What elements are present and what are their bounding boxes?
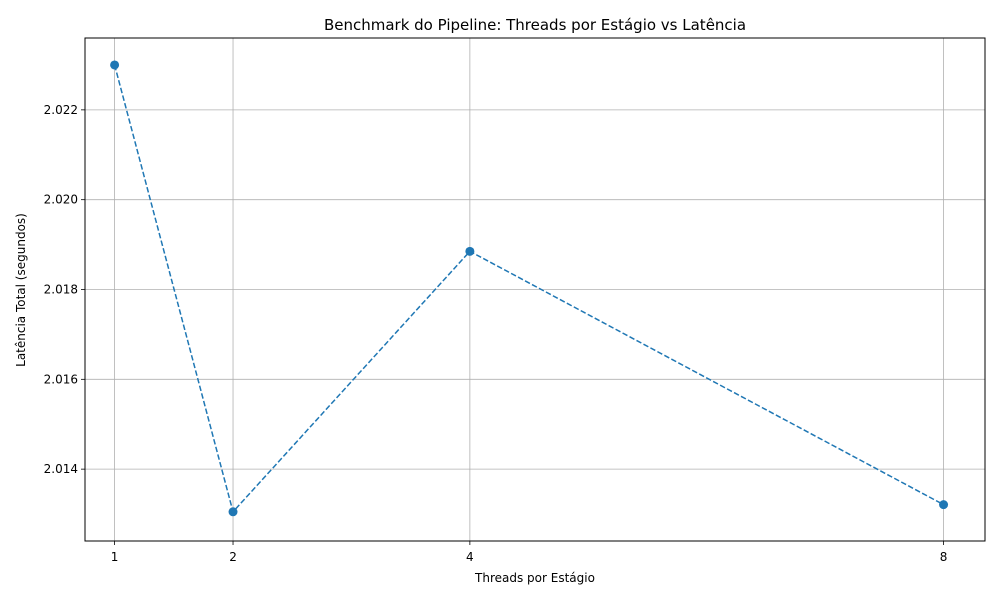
y-tick-label: 2.014	[44, 462, 78, 476]
data-point	[110, 60, 120, 70]
data-point	[465, 246, 475, 256]
y-tick-label: 2.020	[44, 193, 78, 207]
y-tick-label: 2.022	[44, 103, 78, 117]
y-tick-label: 2.018	[44, 283, 78, 297]
series-line	[113, 64, 944, 514]
data-series	[110, 60, 949, 517]
x-axis-label: Threads por Estágio	[474, 571, 595, 585]
plot-area-frame	[84, 37, 986, 542]
axis-ticks: 1 2 4 8 2.014 2.016 2.018 2.020 2.022	[44, 103, 948, 564]
x-tick-label: 2	[229, 550, 237, 564]
y-tick-label: 2.016	[44, 372, 78, 386]
data-point	[939, 500, 949, 510]
chart-title: Benchmark do Pipeline: Threads por Estág…	[324, 16, 746, 34]
data-point	[228, 507, 238, 517]
x-tick-label: 8	[940, 550, 948, 564]
x-tick-label: 1	[111, 550, 119, 564]
y-axis-label: Latência Total (segundos)	[14, 213, 28, 367]
grid-lines	[85, 38, 985, 541]
x-tick-label: 4	[466, 550, 474, 564]
